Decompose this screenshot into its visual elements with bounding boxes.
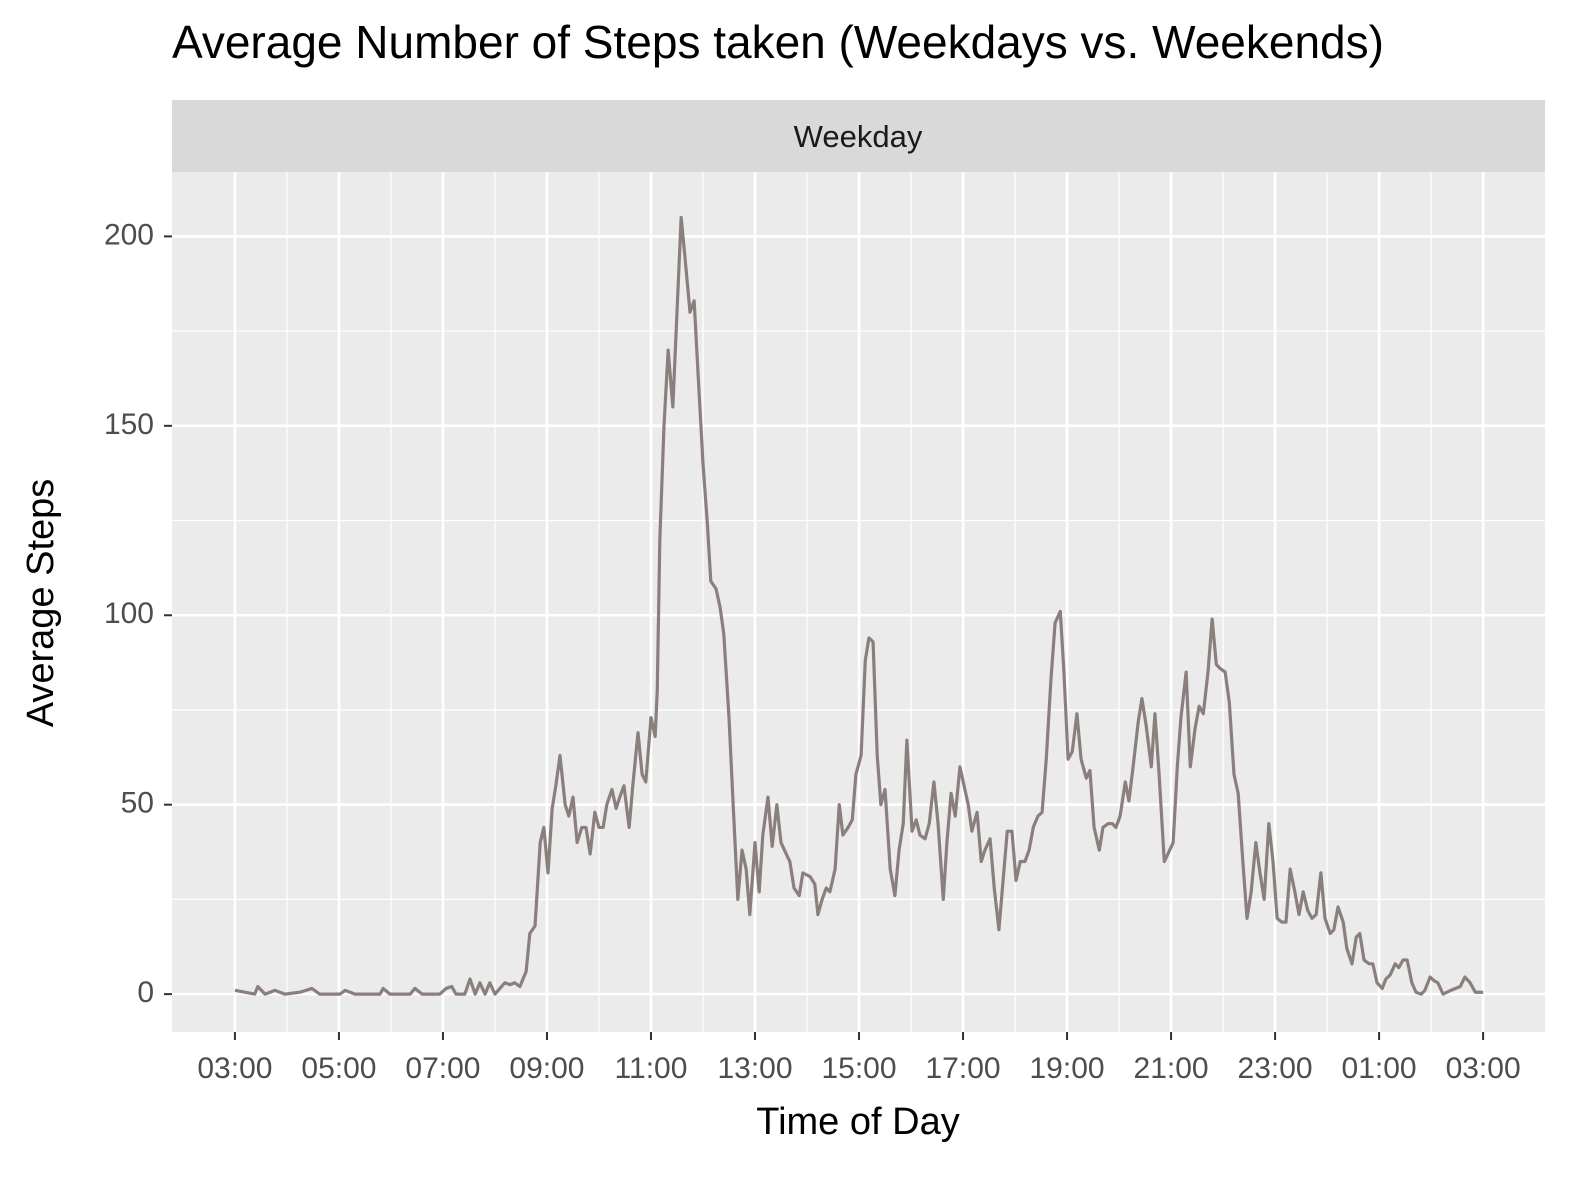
x-tick-label: 07:00 bbox=[405, 1052, 480, 1085]
x-tick-label: 21:00 bbox=[1134, 1052, 1209, 1085]
y-tick-label: 50 bbox=[121, 787, 154, 820]
data-line bbox=[234, 215, 1484, 996]
chart-title: Average Number of Steps taken (Weekdays … bbox=[172, 16, 1384, 68]
y-tick-label: 150 bbox=[104, 408, 154, 441]
x-tick-label: 03:00 bbox=[1446, 1052, 1521, 1085]
x-tick-label: 09:00 bbox=[509, 1052, 584, 1085]
x-tick-label: 19:00 bbox=[1030, 1052, 1105, 1085]
x-tick-label: 13:00 bbox=[717, 1052, 792, 1085]
y-tick-label: 0 bbox=[137, 976, 154, 1009]
x-axis-title: Time of Day bbox=[756, 1101, 959, 1143]
y-axis-title: Average Steps bbox=[20, 479, 62, 728]
facet-label: Weekday bbox=[794, 119, 923, 154]
facet-strip bbox=[172, 100, 1545, 172]
x-tick-label: 11:00 bbox=[615, 1052, 688, 1085]
y-tick-label: 100 bbox=[104, 597, 154, 630]
x-tick-label: 01:00 bbox=[1342, 1052, 1417, 1085]
x-tick-label: 17:00 bbox=[925, 1052, 1000, 1085]
x-tick-label: 03:00 bbox=[197, 1052, 272, 1085]
marks bbox=[234, 215, 1484, 996]
y-tick-label: 200 bbox=[104, 218, 154, 251]
grid: 0 50 100 150 200 03:00 05:00 07:00 09:00 11:00 13:… bbox=[104, 172, 1545, 1085]
x-tick-label: 05:00 bbox=[301, 1052, 376, 1085]
x-tick-label: 23:00 bbox=[1238, 1052, 1313, 1085]
x-tick-label: 15:00 bbox=[821, 1052, 896, 1085]
